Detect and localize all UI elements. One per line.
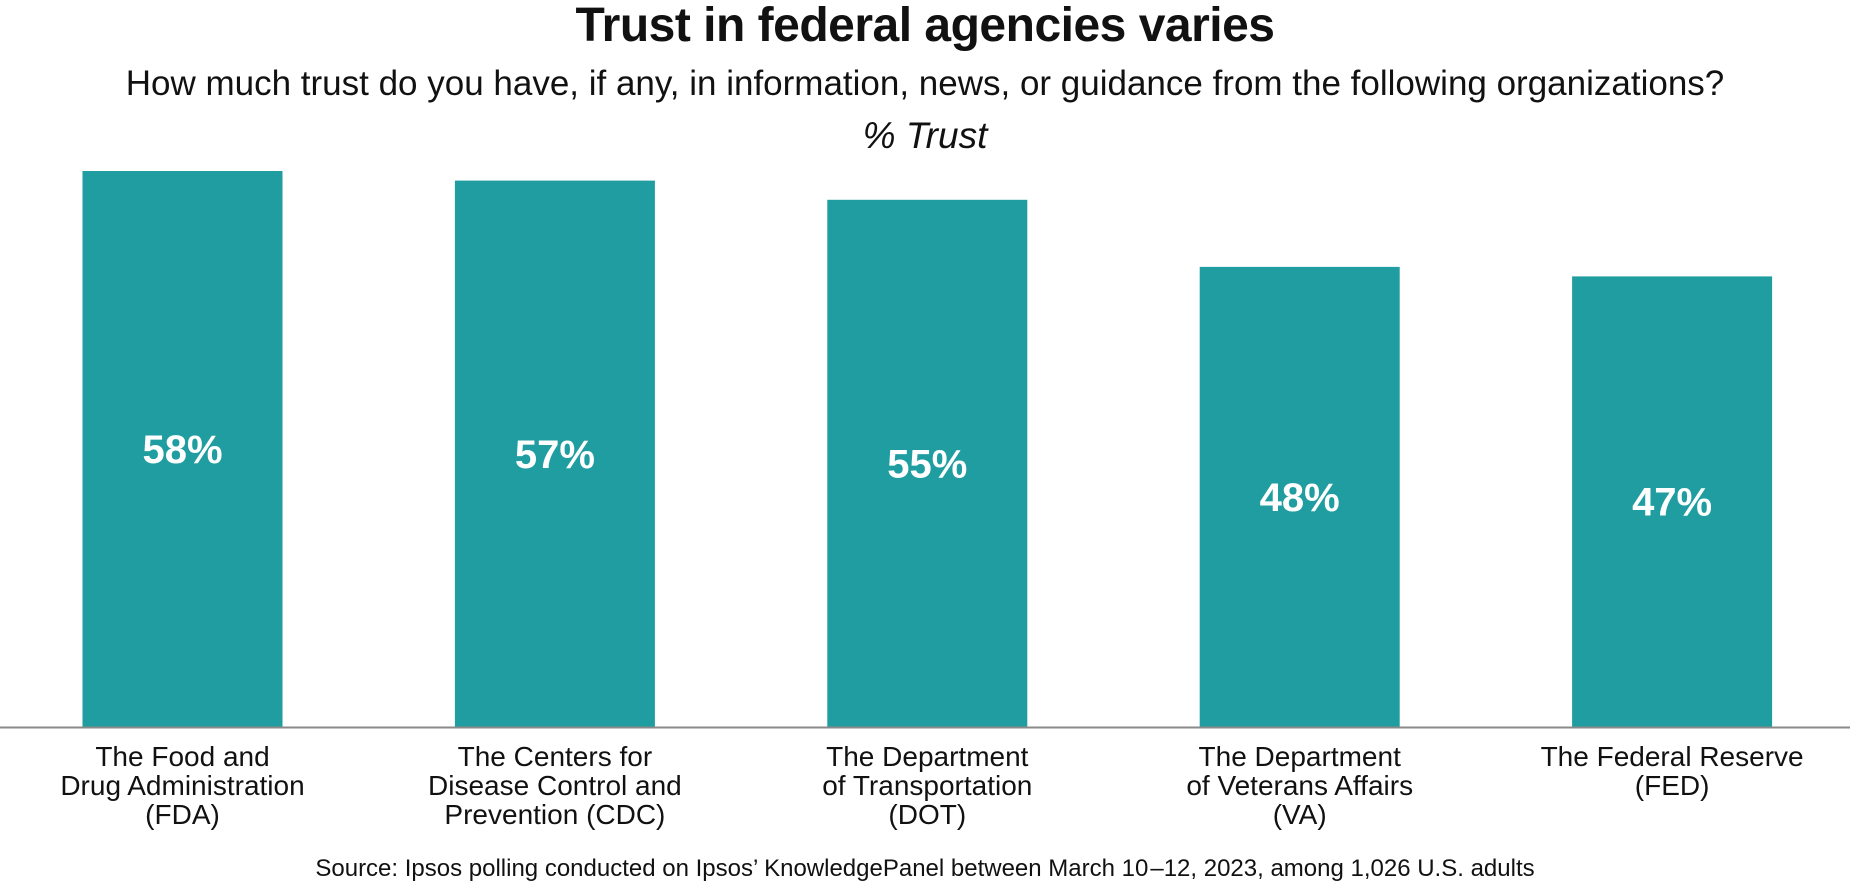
chart-measure-label: % Trust [862,115,988,156]
chart-subtitle: How much trust do you have, if any, in i… [125,64,1725,103]
bar-value-label: 55% [887,442,967,486]
category-label: The Federal Reserve (FED) [1541,741,1804,801]
category-label-line: (DOT) [888,799,966,830]
category-label-line: (FED) [1635,770,1710,801]
bar-value-label: 58% [142,428,222,472]
bar-value-label: 57% [515,433,595,477]
category-label-line: The Food and [95,741,269,772]
bars-group: 58% 57% 55% 48% 47% [82,171,1773,728]
category-label-line: (FDA) [145,799,220,830]
category-label-line: (VA) [1273,799,1327,830]
category-labels-group: The Food and Drug Administration (FDA)The … [60,741,1803,830]
category-label-line: of Transportation [822,770,1032,801]
bar [454,180,655,728]
category-label: The Food and Drug Administration (FDA) [60,741,304,830]
bar [82,171,283,727]
chart-source-note: Source: Ipsos polling conducted on Ipsos… [315,855,1535,882]
category-label-line: Disease Control and [428,770,682,801]
chart-title: Trust in federal agencies varies [575,0,1275,52]
category-label: The Department of Veterans Affairs (VA) [1186,741,1413,830]
category-label: The Centers for Disease Control and Preven… [428,741,682,830]
bar-value-label: 48% [1260,476,1340,520]
category-label-line: Drug Administration [60,770,304,801]
category-label-line: The Department [826,741,1029,772]
bar [1199,266,1400,727]
category-label-line: The Federal Reserve [1541,741,1804,772]
category-label-line: The Department [1199,741,1402,772]
bar [827,199,1028,728]
category-label: The Department of Transportation (DOT) [822,741,1032,830]
bar-value-label: 47% [1632,481,1712,525]
category-label-line: Prevention (CDC) [444,799,665,830]
bar [1572,276,1773,727]
category-label-line: The Centers for [458,741,653,772]
category-label-line: of Veterans Affairs [1186,770,1413,801]
